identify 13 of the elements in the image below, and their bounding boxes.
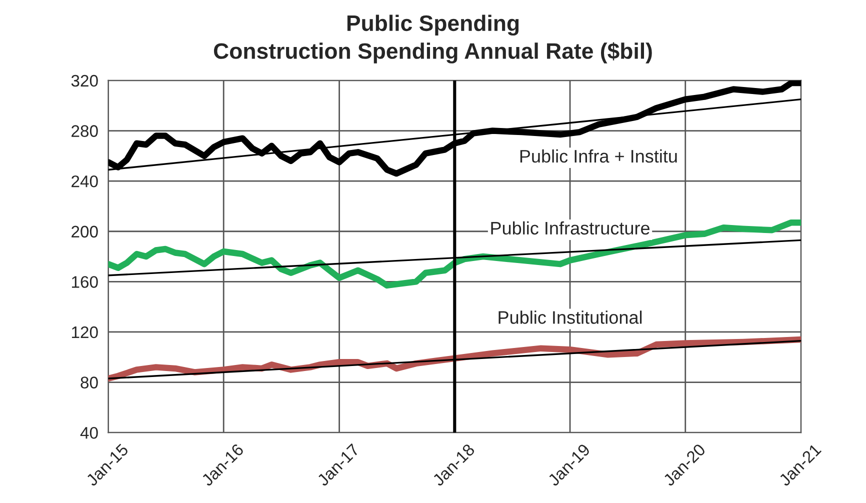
y-tick-label: 320: [71, 74, 98, 87]
y-tick-label: 200: [72, 226, 98, 238]
series-label: Public Institutional: [498, 310, 642, 324]
series-label: Public Infrastructure: [491, 221, 650, 235]
y-tick-label: 160: [72, 276, 98, 288]
chart-title: Public Spending: [347, 14, 519, 36]
y-tick-label: 120: [72, 326, 98, 338]
series-label: Public Infra + Institu: [520, 149, 677, 163]
y-tick-label: 240: [72, 175, 98, 188]
y-tick-label: 280: [72, 125, 98, 137]
y-tick-label: 40: [80, 426, 98, 439]
y-tick-label: 80: [80, 376, 98, 388]
chart-subtitle: Construction Spending Annual Rate ($bil): [214, 42, 652, 64]
